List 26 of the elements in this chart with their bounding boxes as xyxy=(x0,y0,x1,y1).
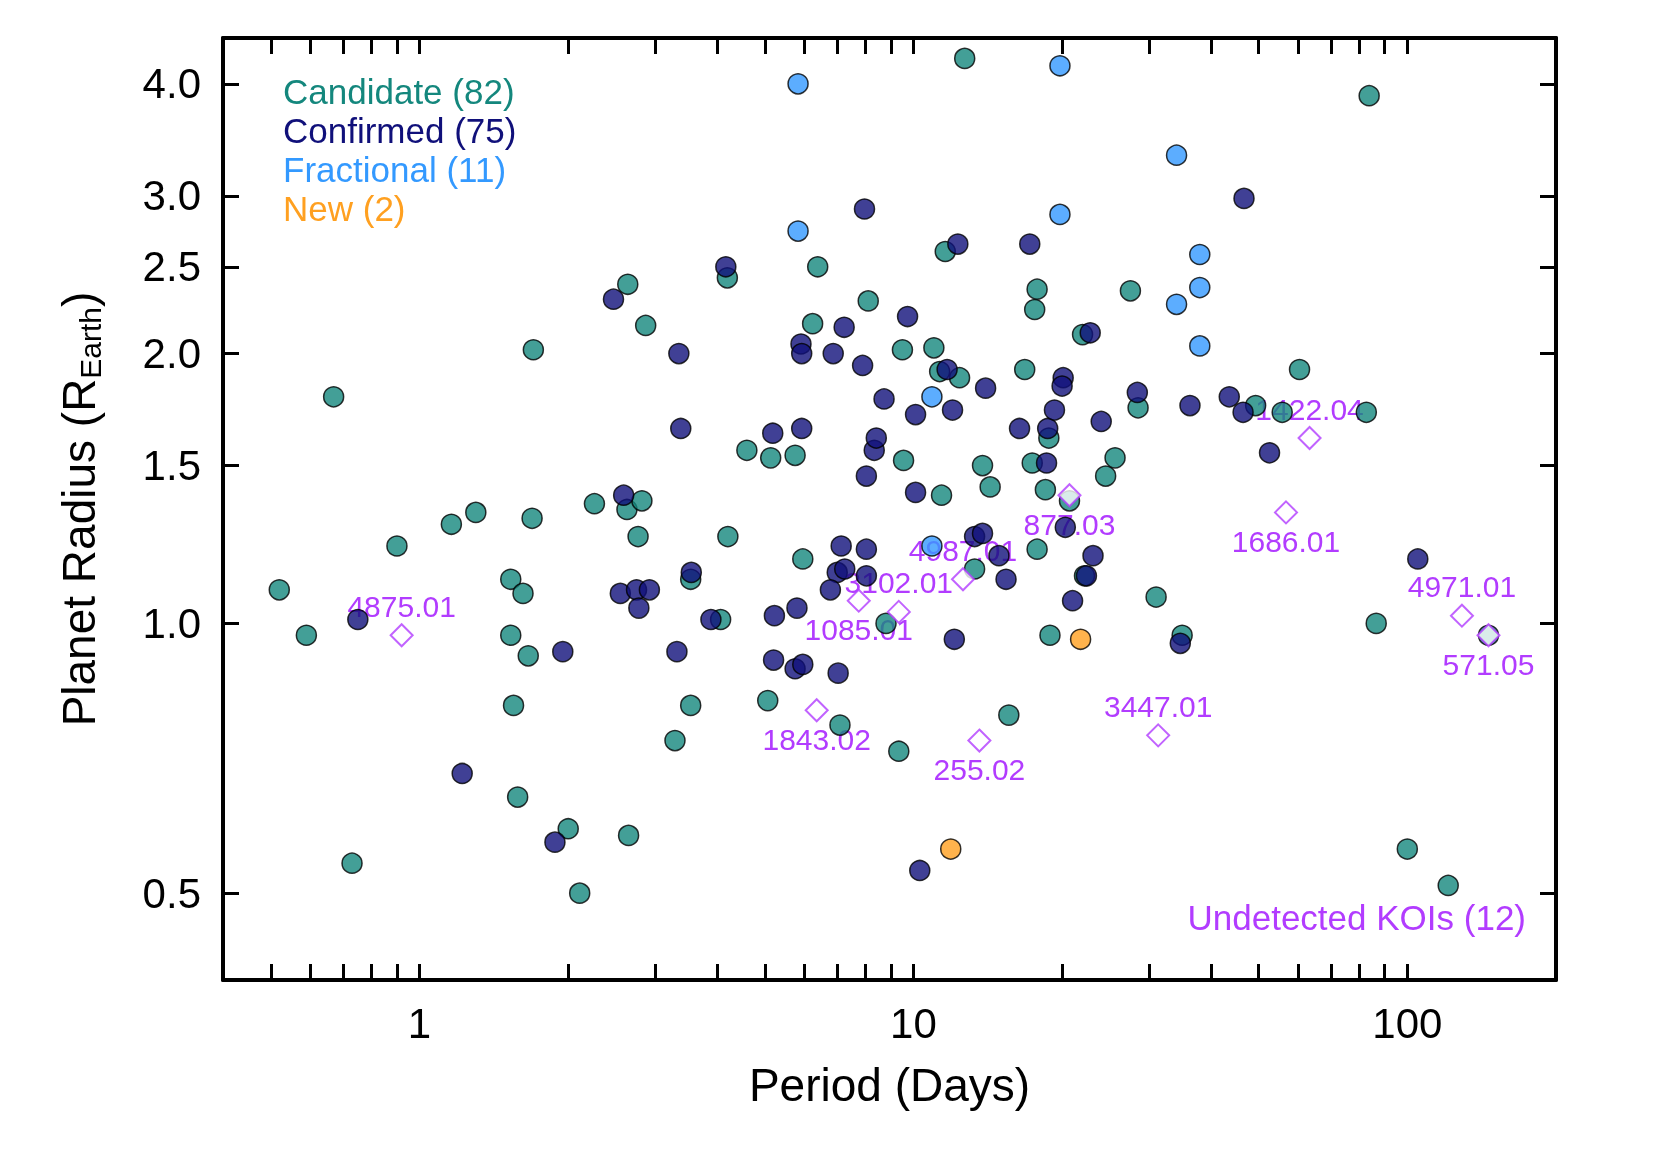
text: Fractional (11) xyxy=(283,150,507,189)
y-axis-title: Planet Radius (REarth) xyxy=(53,291,107,727)
annotation: 4971.01 xyxy=(1407,570,1517,604)
annotation: 1843.02 xyxy=(762,722,871,756)
y-tick-label: 1.0 xyxy=(142,599,201,647)
annotation: 4875.01 xyxy=(347,589,456,623)
y-tick-label: 2.0 xyxy=(142,330,201,378)
y-tick-label: 1.5 xyxy=(142,442,201,490)
annotation: 255.02 xyxy=(933,753,1026,787)
annotation: 1686.01 xyxy=(1231,524,1341,558)
x-tick-label: 1 xyxy=(407,999,432,1047)
annotation: 3102.01 xyxy=(844,566,954,600)
annotation: 571.05 xyxy=(1442,647,1535,681)
text: Undetected KOIs (12) xyxy=(1187,898,1526,937)
text: Confirmed (75) xyxy=(283,111,517,150)
y-tick-label: 2.5 xyxy=(142,243,201,291)
x-axis-title: Period (Days) xyxy=(748,1059,1031,1111)
y-tick-label: 3.0 xyxy=(142,172,201,220)
legend-label: Candidate (82) xyxy=(283,72,515,111)
annotation: 3447.01 xyxy=(1103,689,1213,723)
legend-label: New (2) xyxy=(283,189,406,228)
x-tick-label: 100 xyxy=(1372,999,1443,1047)
x-tick-label: 10 xyxy=(890,999,937,1047)
y-tick-label: 0.5 xyxy=(142,869,201,917)
annotation: 1085.01 xyxy=(804,613,913,647)
y-tick-label: 4.0 xyxy=(142,60,201,108)
